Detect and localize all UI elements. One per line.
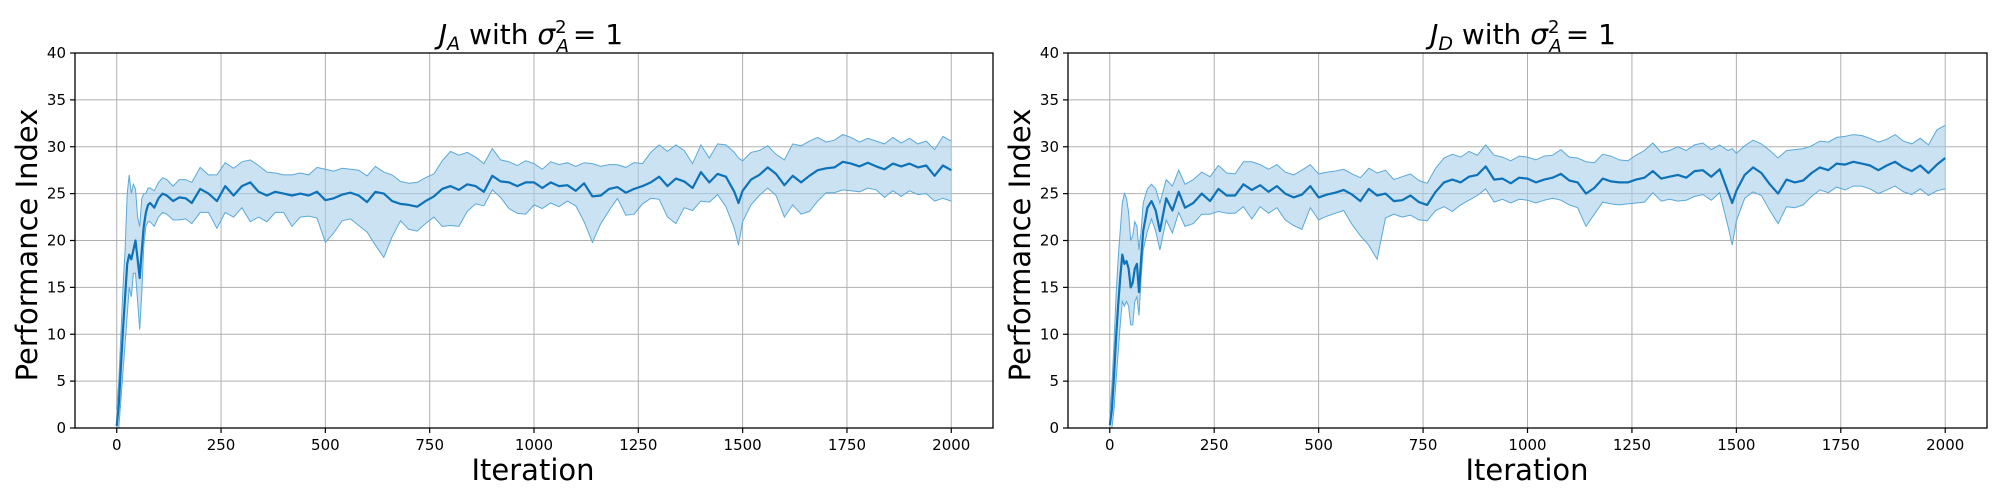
- title-j-right: J: [1425, 18, 1438, 51]
- band-upper-edge-right: [1109, 124, 1946, 414]
- plot-frame-right: [1067, 52, 1988, 429]
- title-value-left: = 1: [573, 18, 623, 51]
- title-sigma-left: σ: [537, 18, 556, 51]
- chart-title-right: JD with σ2 A = 1: [1425, 17, 1616, 57]
- y-tick-label: 30: [1040, 138, 1059, 156]
- x-tick-label: 1500: [1717, 436, 1755, 454]
- confidence-band-right: [1109, 125, 1946, 428]
- x-tick-label: 500: [311, 436, 340, 454]
- grid-right: [1068, 52, 1987, 429]
- mean-line-right: [1108, 157, 1946, 426]
- ticks-left: 0 250 500 750 1000 1250 1500 1750 2000 0 5 10 15 20 25…: [47, 44, 970, 454]
- y-tick-label: 0: [56, 419, 66, 437]
- y-tick-label: 15: [47, 278, 66, 296]
- x-tick-label: 2000: [932, 436, 970, 454]
- band-upper-edge-left: [116, 134, 952, 410]
- band-lower-edge-left: [116, 187, 952, 429]
- title-j-sub-left: A: [445, 33, 460, 55]
- title-value-right: = 1: [1566, 18, 1616, 51]
- chart-title-left: JA with σ2 A = 1: [434, 17, 623, 57]
- x-tick-label: 1000: [515, 436, 553, 454]
- y-tick-label: 20: [1040, 232, 1059, 250]
- chart-panel-right: 0 250 500 750 1000 1250 1500 1750 2000 0 5 10 15 20 25…: [1003, 17, 1988, 487]
- x-tick-label: 0: [112, 436, 122, 454]
- x-tick-label: 1250: [1613, 436, 1651, 454]
- x-tick-label: 500: [1304, 436, 1333, 454]
- title-with-right: with: [1453, 18, 1530, 51]
- y-axis-label-left: Performance Index: [10, 109, 44, 382]
- y-tick-label: 25: [47, 185, 66, 203]
- y-tick-label: 20: [47, 232, 66, 250]
- y-tick-label: 35: [47, 91, 66, 109]
- mean-line-left: [115, 160, 952, 427]
- confidence-band-left: [116, 134, 952, 428]
- title-sigma-sub-right: A: [1548, 36, 1561, 57]
- y-tick-label: 5: [1049, 372, 1059, 390]
- x-tick-label: 1750: [828, 436, 866, 454]
- title-sigma-sub-left: A: [556, 36, 569, 57]
- y-axis-label-right: Performance Index: [1003, 109, 1037, 382]
- x-tick-label: 1000: [1508, 436, 1546, 454]
- x-tick-label: 0: [1105, 436, 1115, 454]
- x-axis-label-right: Iteration: [1465, 453, 1588, 487]
- ticks-right: 0 250 500 750 1000 1250 1500 1750 2000 0 5 10 15 20 25…: [1040, 44, 1964, 454]
- x-tick-label: 250: [1200, 436, 1229, 454]
- title-sigma-sup-right: 2: [1548, 17, 1559, 38]
- x-tick-label: 250: [207, 436, 236, 454]
- y-tick-label: 10: [1040, 325, 1059, 343]
- x-tick-label: 1250: [619, 436, 657, 454]
- y-tick-label: 5: [56, 372, 66, 390]
- x-tick-label: 750: [415, 436, 444, 454]
- x-tick-label: 1500: [724, 436, 762, 454]
- y-tick-label: 0: [1049, 419, 1059, 437]
- title-with-left: with: [460, 18, 537, 51]
- y-tick-label: 40: [1040, 44, 1059, 62]
- plot-frame-left: [74, 52, 994, 429]
- x-tick-label: 1750: [1822, 436, 1860, 454]
- grid-left: [75, 52, 993, 429]
- title-sigma-sup-left: 2: [555, 17, 566, 38]
- y-tick-label: 35: [1040, 91, 1059, 109]
- y-tick-label: 40: [47, 44, 66, 62]
- x-tick-label: 750: [1409, 436, 1438, 454]
- band-lower-edge-right: [1109, 185, 1946, 429]
- chart-panel-left: 0 250 500 750 1000 1250 1500 1750 2000 0 5 10 15 20 25…: [10, 17, 994, 487]
- y-tick-label: 30: [47, 138, 66, 156]
- x-axis-label-left: Iteration: [471, 453, 594, 487]
- y-tick-label: 25: [1040, 185, 1059, 203]
- title-j-sub-right: D: [1438, 33, 1453, 55]
- y-tick-label: 15: [1040, 278, 1059, 296]
- y-tick-label: 10: [47, 325, 66, 343]
- title-sigma-right: σ: [1530, 18, 1549, 51]
- x-tick-label: 2000: [1926, 436, 1964, 454]
- title-j-left: J: [434, 18, 447, 51]
